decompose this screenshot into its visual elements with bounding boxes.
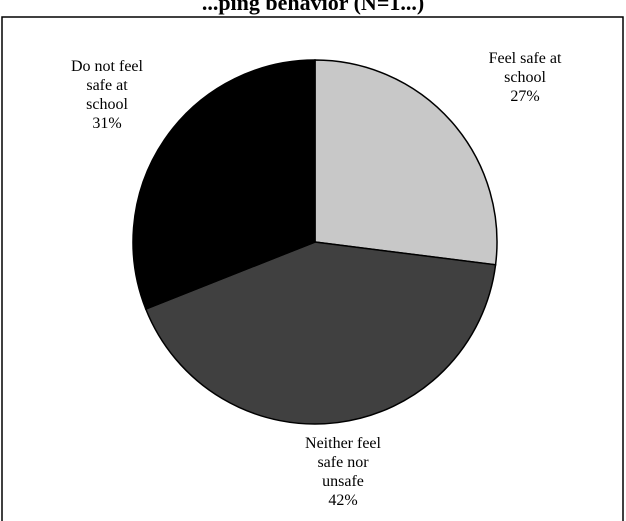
pie-slices bbox=[132, 59, 498, 425]
slice-label-1-line-1: Feel safe at bbox=[489, 50, 562, 67]
slice-label-2: Neither feel safe nor unsafe 42% bbox=[305, 435, 382, 509]
chart-title: ...ping behavior (N=1...) bbox=[202, 0, 424, 15]
slice-label-1-line-2: school bbox=[504, 69, 546, 86]
slice-label-3-line-4: 31% bbox=[92, 115, 121, 132]
slice-label-3-line-1: Do not feel bbox=[71, 58, 144, 75]
pie-slice-3 bbox=[132, 59, 316, 310]
slice-label-3-line-3: school bbox=[86, 96, 128, 113]
slice-label-1: Feel safe at school 27% bbox=[489, 50, 562, 105]
slice-label-2-line-2: safe nor bbox=[317, 454, 369, 471]
slice-label-1-line-3: 27% bbox=[510, 88, 539, 105]
slice-label-3-line-2: safe at bbox=[86, 77, 128, 94]
slice-label-2-line-3: unsafe bbox=[322, 473, 364, 490]
pie-labels: Feel safe at school 27% Neither feel safe no… bbox=[71, 50, 562, 509]
pie-slice-1 bbox=[314, 59, 498, 266]
slice-label-2-line-1: Neither feel bbox=[305, 435, 382, 452]
slice-label-2-line-4: 42% bbox=[328, 492, 357, 509]
pie-slice-2 bbox=[144, 241, 497, 425]
slice-label-3: Do not feel safe at school 31% bbox=[71, 58, 144, 132]
